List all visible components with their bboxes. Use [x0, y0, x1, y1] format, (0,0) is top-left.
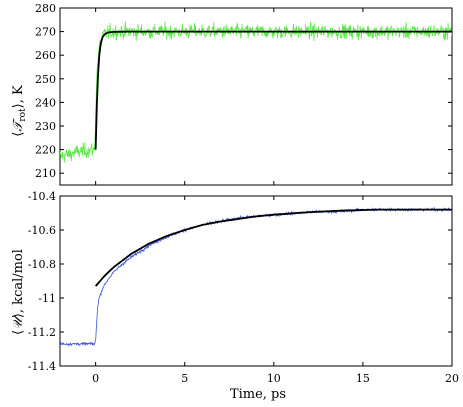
x-tick-label: 0	[92, 372, 99, 385]
x-tick-label: 15	[356, 372, 370, 385]
y-tick-label: -11	[38, 292, 56, 305]
y-tick-label: 280	[35, 2, 56, 15]
fit-curve	[94, 208, 452, 287]
y-tick-label: 210	[35, 167, 56, 180]
y-tick-label: 220	[35, 144, 56, 157]
y-tick-label: -10.8	[28, 258, 56, 271]
y-tick-label: 260	[35, 49, 56, 62]
y-tick-label: -11.4	[28, 360, 56, 373]
y-tick-label: -11.2	[28, 326, 56, 339]
data-series-line	[60, 21, 452, 163]
energy-panel: -11.4 -11.2 -11 -10.8 -10.6 -10.4 0 5 10 15 20	[28, 190, 459, 385]
top-y-axis-label: ⟨𝒯rot⟩, K	[11, 85, 28, 137]
y-tick-label: -10.4	[28, 190, 56, 203]
x-tick-label: 5	[181, 372, 188, 385]
x-tick-label: 20	[445, 372, 459, 385]
y-tick-label: 250	[35, 73, 56, 86]
y-tick-label: 240	[35, 96, 56, 109]
x-axis-label: Time, ps	[230, 387, 286, 402]
x-tick-label: 10	[267, 372, 281, 385]
y-tick-label: -10.6	[28, 224, 56, 237]
data-series-line	[60, 206, 452, 348]
fit-curve	[94, 30, 452, 150]
plot-frame	[59, 195, 453, 367]
y-tick-label: 230	[35, 120, 56, 133]
bottom-y-axis-label: ⟨𝒰⟩, kcal/mol	[11, 249, 26, 335]
y-tick-label: 270	[35, 26, 56, 39]
temperature-panel: 210 220 230 240 250 260 270 280	[35, 2, 453, 186]
plot-frame	[59, 7, 453, 186]
